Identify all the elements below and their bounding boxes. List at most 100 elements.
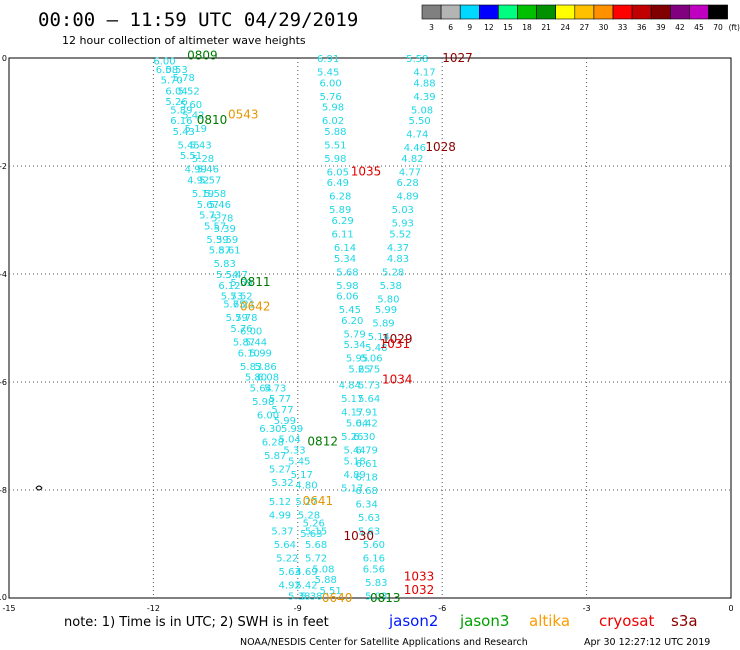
wave-height-value: 5.39 — [206, 235, 228, 246]
wave-height-value: 4.84 — [339, 381, 361, 392]
longitude-tick: -3 — [583, 604, 591, 613]
wave-height-value: 4.99 — [185, 165, 207, 176]
wave-height-value: 5.68 — [336, 267, 358, 278]
wave-height-value: 4.89 — [396, 192, 418, 203]
wave-height-value: 6.16 — [170, 116, 192, 127]
wave-height-value: 5.64 — [250, 383, 272, 394]
wave-height-value: 5.26 — [165, 97, 187, 108]
wave-height-value: 5.60 — [363, 540, 385, 551]
pass-time-label: 0811 — [240, 275, 271, 289]
legend-swatch — [574, 4, 595, 20]
wave-height-value: 6.28 — [329, 192, 351, 203]
island-outline — [35, 485, 43, 491]
legend-swatch — [498, 4, 518, 20]
legend-bin-label: 6 — [448, 23, 453, 32]
wave-height-values: 6.005.536.085.705.786.045.525.265.605.89… — [153, 54, 435, 602]
wave-height-value: 5.18 — [344, 456, 366, 467]
longitude-tick: -15 — [2, 604, 15, 613]
map-title: 00:00 – 11:59 UTC 04/29/2019 — [38, 9, 358, 31]
wave-height-value: 6.75 — [358, 365, 380, 376]
wave-height-value: 5.76 — [319, 92, 341, 103]
legend-bin-label: 39 — [656, 23, 666, 32]
wave-height-value: 5.95 — [346, 354, 368, 365]
wave-height-value: 6.10 — [238, 348, 260, 359]
pass-time-label: 1033 — [404, 569, 435, 583]
satellite-name: altika — [529, 612, 570, 630]
latitude-tick: 0 — [2, 54, 7, 63]
wave-height-value: 5.86 — [254, 362, 276, 373]
wave-height-value: 5.58 — [204, 189, 226, 200]
wave-height-value: 4.17 — [341, 408, 363, 419]
wave-height-value: 6.42 — [356, 419, 378, 430]
pass-time-label: 0813 — [370, 591, 401, 605]
legend-bin-label: 24 — [560, 23, 570, 32]
wave-height-value: 5.64 — [274, 540, 296, 551]
wave-height-value: 6.08 — [156, 65, 178, 76]
wave-height-value: 5.08 — [411, 105, 433, 116]
wave-height-value: 5.78 — [211, 213, 233, 224]
wave-height-value: 5.33 — [283, 446, 305, 457]
wave-height-value: 5.77 — [269, 394, 291, 405]
wave-height-value: 6.61 — [356, 459, 378, 470]
pass-time-label: 1035 — [351, 164, 382, 178]
wave-height-value: 6.20 — [341, 316, 363, 327]
wave-height-value: 5.17 — [291, 470, 313, 481]
pass-time-label: 1027 — [442, 51, 473, 65]
wave-height-value: 5.98 — [336, 281, 358, 292]
wave-height-value: 6.04 — [165, 86, 187, 97]
wave-height-value: 4.82 — [401, 154, 423, 165]
pass-time-label: 1029 — [382, 332, 413, 346]
wave-height-value: 5.68 — [305, 540, 327, 551]
wave-height-value: 5.19 — [192, 189, 214, 200]
pass-time-label: 1031 — [380, 337, 411, 351]
legend-bin-label: 36 — [637, 23, 647, 32]
wave-height-value: 5.79 — [226, 313, 248, 324]
legend-swatch — [708, 4, 728, 20]
wave-height-value: 5.38 — [380, 281, 402, 292]
satellite-name: jason2 — [388, 612, 438, 630]
wave-height-value: 5.32 — [271, 478, 293, 489]
wave-height-value: 6.12 — [218, 281, 240, 292]
pass-time-label: 0641 — [303, 494, 334, 508]
wave-height-value: 5.52 — [177, 86, 199, 97]
wave-height-value: 5.88 — [324, 127, 346, 138]
legend-bin-label: 3 — [429, 23, 434, 32]
wave-height-value: 5.98 — [324, 154, 346, 165]
wave-height-value: 5.73 — [199, 211, 221, 222]
wave-height-value: 5.63 — [358, 527, 380, 538]
wave-height-value: 5.99 — [274, 416, 296, 427]
satellite-legend: jason2 jason3 altika cryosat s3a — [388, 612, 698, 630]
map-subtitle: 12 hour collection of altimeter wave hei… — [62, 34, 306, 47]
wave-height-value: 5.06 — [360, 354, 382, 365]
longitude-tick: 0 — [728, 604, 733, 613]
wave-height-value: 5.89 — [372, 319, 394, 330]
legend-swatch — [669, 4, 690, 20]
wave-height-value: 4.80 — [295, 481, 317, 492]
wave-height-value: 4.17 — [413, 68, 435, 79]
wave-height-value: 5.51 — [319, 586, 341, 597]
wave-height-value: 4.89 — [344, 470, 366, 481]
longitude-tick: -12 — [147, 604, 160, 613]
wave-height-value: 5.42 — [182, 111, 204, 122]
wave-height-value: 5.46 — [209, 200, 231, 211]
wave-height-value: 5.51 — [180, 151, 202, 162]
wave-height-value: 6.14 — [334, 243, 356, 254]
wave-height-value: 5.63 — [300, 529, 322, 540]
wave-height-value: 5.88 — [315, 575, 337, 586]
wave-height-value: 5.28 — [298, 510, 320, 521]
wave-height-value: 5.78 — [235, 313, 257, 324]
wave-height-value: 5.83 — [214, 259, 236, 270]
legend-unit: (ft) — [729, 23, 740, 32]
wave-height-value: 4.99 — [269, 510, 291, 521]
satellite-name: cryosat — [599, 612, 654, 630]
footer-credit: NOAA/NESDIS Center for Satellite Applica… — [240, 637, 528, 648]
legend-swatch — [517, 4, 537, 20]
wave-height-value: 5.91 — [356, 408, 378, 419]
wave-height-value: 5.19 — [185, 124, 207, 135]
wave-height-value: 5.45 — [177, 140, 199, 151]
satellite-name: s3a — [671, 612, 698, 630]
wave-height-value: 5.04 — [346, 419, 368, 430]
wave-height-value: 5.59 — [216, 235, 238, 246]
wave-height-value: 5.98 — [322, 103, 344, 114]
wave-height-value: 6.18 — [356, 473, 378, 484]
